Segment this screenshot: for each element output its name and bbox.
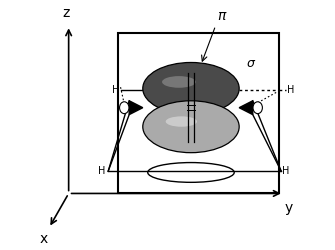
- Ellipse shape: [143, 101, 239, 153]
- Ellipse shape: [166, 116, 197, 127]
- Polygon shape: [239, 101, 253, 114]
- Ellipse shape: [162, 76, 196, 88]
- Text: x: x: [40, 232, 48, 246]
- Text: π: π: [217, 9, 225, 23]
- Polygon shape: [129, 101, 143, 114]
- Text: H: H: [282, 166, 290, 176]
- Text: H: H: [98, 166, 106, 176]
- Ellipse shape: [143, 62, 239, 114]
- Text: H: H: [112, 85, 119, 95]
- Ellipse shape: [253, 102, 262, 114]
- Text: H: H: [287, 85, 295, 95]
- Text: z: z: [63, 6, 70, 20]
- Text: y: y: [285, 201, 293, 215]
- Bar: [118, 33, 279, 194]
- Ellipse shape: [120, 102, 129, 114]
- Text: σ: σ: [247, 57, 255, 70]
